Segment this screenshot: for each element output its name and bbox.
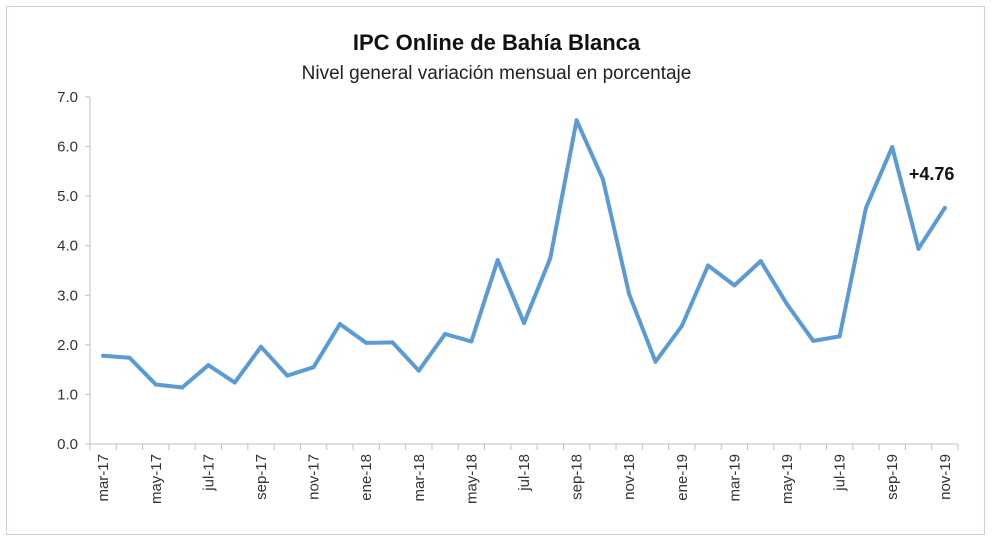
data-point [232,380,237,385]
data-point [916,246,921,251]
chart-title: IPC Online de Bahía Blanca [352,30,641,55]
data-point [127,355,132,360]
data-point [364,340,369,345]
x-tick-label: nov-17 [306,454,323,500]
data-point [101,353,106,358]
data-point [811,338,816,343]
data-point [311,365,316,370]
y-tick-label: 4.0 [57,238,78,255]
data-point [390,340,395,345]
x-tick-label: may-18 [463,454,480,504]
x-tick-label: ene-18 [358,454,375,501]
x-tick-label: sep-17 [253,454,270,500]
data-point [758,259,763,264]
data-point [627,292,632,297]
y-tick-label: 2.0 [57,337,78,354]
data-point [706,263,711,268]
data-point [206,363,211,368]
chart-subtitle: Nivel general variación mensual en porce… [301,63,692,84]
x-tick-label: jul-19 [832,454,849,492]
last-value-annotation: +4.76 [909,164,955,184]
data-point [890,145,895,150]
data-point [337,322,342,327]
x-tick-label: nov-18 [621,454,638,500]
y-tick-label: 1.0 [57,386,78,403]
x-tick-label: may-17 [148,454,165,504]
data-point [600,177,605,182]
data-point [416,368,421,373]
x-tick-label: mar-18 [411,454,428,502]
y-tick-label: 3.0 [57,287,78,304]
data-point [837,334,842,339]
data-point [863,206,868,211]
x-tick-label: mar-19 [726,454,743,502]
data-point [653,359,658,364]
data-point [522,321,526,326]
series-line [101,118,947,390]
data-point [574,118,579,123]
data-point [785,302,790,307]
x-tick-label: jul-17 [200,454,217,492]
data-point [443,331,448,336]
data-point [180,385,185,390]
data-point [679,324,684,329]
x-tick-label: nov-19 [937,454,954,500]
x-tick-label: mar-17 [95,454,112,502]
data-point [942,206,947,211]
data-point [495,258,500,263]
data-point [258,344,263,349]
data-point [732,283,737,288]
data-point [153,382,158,387]
data-point [469,339,474,344]
data-point [548,256,553,261]
y-tick-label: 0.0 [57,436,78,453]
y-tick-label: 5.0 [57,188,78,205]
data-point [285,373,290,378]
y-tick-label: 7.0 [57,89,78,106]
x-tick-label: jul-18 [516,454,533,492]
x-tick-label: ene-19 [674,454,691,501]
x-tick-label: sep-18 [569,454,586,500]
x-tick-label: sep-19 [884,454,901,500]
y-tick-label: 6.0 [57,139,78,156]
x-tick-label: may-19 [779,454,796,504]
